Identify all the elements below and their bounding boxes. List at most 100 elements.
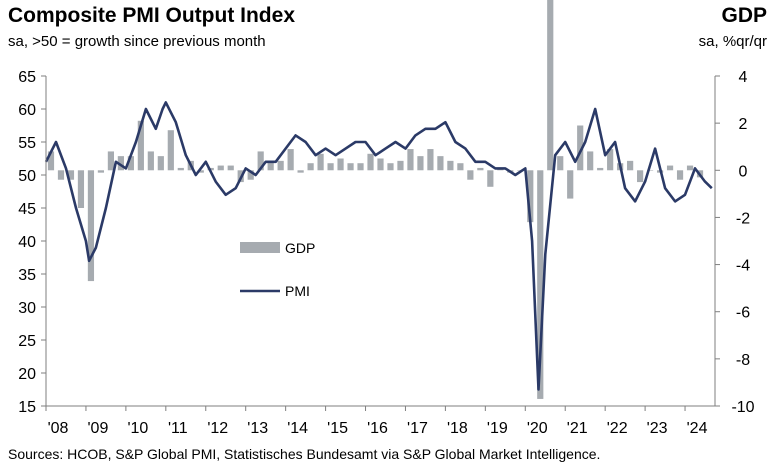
gdp-bar	[147, 151, 154, 171]
x-tick-label: '14	[287, 420, 308, 437]
right-tick-label: -10	[731, 399, 754, 416]
gdp-bar	[407, 149, 414, 171]
gdp-bar	[257, 151, 264, 171]
gdp-bar	[347, 163, 354, 171]
chart-subtitle: sa, >50 = growth since previous month	[8, 33, 266, 50]
right-tick-label: -6	[736, 305, 750, 322]
gdp-bar	[217, 165, 224, 171]
gdp-bar	[337, 158, 344, 171]
gdp-bar	[457, 163, 464, 171]
right-tick-label: -4	[736, 258, 750, 275]
right-axis-title: GDP	[721, 4, 767, 27]
gdp-bar	[197, 170, 204, 173]
gdp-bar	[527, 170, 534, 223]
gdp-bar	[627, 160, 634, 171]
gdp-bar	[107, 151, 114, 171]
x-tick-label: '08	[48, 420, 69, 437]
gdp-bar	[377, 158, 384, 171]
x-tick-label: '17	[407, 420, 428, 437]
pmi-gdp-chart: 15 20 25 30 35 40 45 50 55 60 65 -10 -8 -6 -4 -2 0 2 4 '08 '…	[18, 0, 755, 437]
gdp-bar	[137, 120, 144, 171]
gdp-bar	[77, 170, 85, 208]
gdp-bar	[117, 156, 124, 171]
right-axis-subtitle: sa, %qr/qr	[698, 33, 767, 50]
gdp-bar	[467, 170, 474, 180]
left-tick-label: 45	[18, 201, 36, 218]
legend-gdp-swatch	[240, 242, 280, 253]
gdp-bar	[557, 156, 564, 171]
gdp-bar	[666, 165, 674, 171]
chart-legend: GDP PMI	[240, 240, 315, 299]
gdp-bar	[297, 170, 304, 173]
gdp-bar	[167, 130, 174, 171]
gdp-bar	[57, 170, 65, 180]
left-tick-label: 60	[18, 102, 36, 119]
x-tick-label: '16	[367, 420, 388, 437]
x-tick-label: '13	[247, 420, 268, 437]
x-tick-label: '10	[127, 420, 148, 437]
gdp-bar	[427, 149, 434, 171]
gdp-bars	[47, 0, 704, 399]
legend-pmi-label: PMI	[285, 283, 310, 299]
gdp-bar	[397, 160, 404, 171]
right-tick-label: -8	[736, 352, 750, 369]
gdp-bar	[67, 170, 75, 180]
gdp-bar	[47, 151, 55, 171]
left-tick-label: 30	[18, 300, 36, 317]
gdp-bar	[587, 151, 594, 171]
x-tick-label: '15	[327, 420, 348, 437]
gdp-bar	[327, 163, 334, 171]
gdp-bar	[637, 170, 644, 183]
gdp-bar	[647, 170, 654, 171]
gdp-bar	[597, 167, 604, 171]
source-note: Sources: HCOB, S&P Global PMI, Statistis…	[8, 446, 601, 462]
gdp-bar	[227, 165, 234, 171]
gdp-bar	[387, 163, 394, 171]
gdp-bar	[447, 160, 454, 171]
x-tick-label: '18	[447, 420, 468, 437]
x-tick-label: '22	[607, 420, 628, 437]
left-tick-label: 20	[18, 366, 36, 383]
left-tick-label: 65	[18, 69, 36, 86]
gdp-bar	[547, 0, 554, 171]
gdp-bar	[267, 160, 274, 171]
gdp-bar	[127, 156, 134, 171]
gdp-bar	[357, 163, 364, 171]
gdp-bar	[686, 165, 694, 171]
legend-gdp-label: GDP	[285, 240, 315, 256]
gdp-bar	[177, 167, 184, 171]
gdp-bar	[676, 170, 684, 180]
gdp-bar	[97, 170, 105, 173]
gdp-bar	[477, 167, 484, 171]
gdp-bar	[417, 156, 424, 171]
chart-axes: 15 20 25 30 35 40 45 50 55 60 65 -10 -8 -6 -4 -2 0 2 4 '08 '…	[18, 69, 754, 437]
gdp-bar	[287, 149, 294, 171]
right-tick-label: -2	[736, 210, 750, 227]
gdp-bar	[277, 160, 284, 171]
gdp-bar	[317, 153, 324, 171]
right-tick-label: 4	[739, 69, 748, 86]
pmi-line	[44, 101, 713, 391]
right-tick-label: 0	[739, 163, 748, 180]
gdp-bar	[307, 163, 314, 171]
x-tick-label: '21	[567, 420, 588, 437]
left-tick-label: 55	[18, 135, 36, 152]
x-tick-label: '19	[487, 420, 508, 437]
gdp-bar	[437, 156, 444, 171]
x-tick-label: '11	[168, 420, 188, 437]
gdp-bar	[577, 125, 584, 171]
left-tick-label: 35	[18, 267, 36, 284]
gdp-bar	[567, 170, 574, 199]
gdp-bar	[367, 153, 374, 171]
x-tick-label: '24	[687, 420, 708, 437]
right-tick-label: 2	[739, 116, 748, 133]
x-tick-label: '23	[647, 420, 668, 437]
left-tick-label: 50	[18, 168, 36, 185]
x-tick-label: '09	[88, 420, 109, 437]
left-tick-label: 25	[18, 333, 36, 350]
gdp-bar	[87, 170, 95, 282]
x-tick-label: '20	[527, 420, 548, 437]
gdp-bar	[607, 149, 614, 171]
gdp-bar	[537, 170, 544, 399]
gdp-bar	[247, 170, 254, 180]
